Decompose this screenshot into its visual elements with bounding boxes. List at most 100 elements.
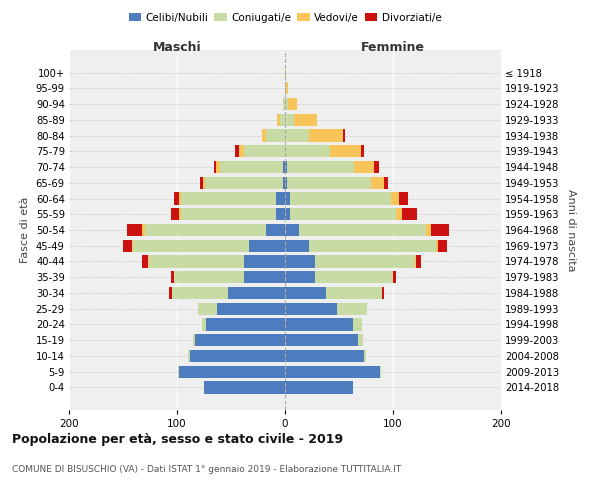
Bar (371, 176, 385, 189)
Bar (203, 176, 205, 189)
Bar (285, 114, 293, 126)
Bar (244, 145, 285, 158)
Bar (382, 287, 385, 299)
Bar (385, 176, 388, 189)
Bar (285, 302, 337, 315)
Bar (145, 224, 266, 236)
Bar (354, 161, 374, 173)
Bar (197, 302, 217, 315)
Bar (285, 350, 364, 362)
Bar (214, 161, 216, 173)
Bar (285, 66, 286, 78)
Legend: Celibi/Nubili, Coniugati/e, Vedovi/e, Divorziati/e: Celibi/Nubili, Coniugati/e, Vedovi/e, Di… (124, 8, 446, 26)
Bar (285, 130, 309, 141)
Bar (288, 98, 297, 110)
Bar (287, 176, 371, 189)
Bar (235, 145, 239, 158)
Bar (181, 192, 277, 204)
Bar (277, 114, 280, 126)
Bar (374, 161, 379, 173)
Bar (172, 287, 228, 299)
Bar (285, 271, 315, 283)
Bar (343, 130, 346, 141)
Bar (149, 256, 244, 268)
Bar (427, 224, 431, 236)
Bar (315, 256, 415, 268)
Bar (439, 240, 447, 252)
Bar (142, 224, 145, 236)
Bar (277, 208, 285, 220)
Bar (179, 192, 181, 204)
Bar (174, 192, 179, 204)
Bar (285, 161, 287, 173)
Bar (337, 302, 367, 315)
Bar (285, 145, 331, 158)
Bar (142, 256, 148, 268)
Bar (326, 287, 382, 299)
Bar (364, 350, 366, 362)
Bar (202, 318, 206, 330)
Bar (400, 192, 408, 204)
Bar (170, 208, 179, 220)
Bar (393, 271, 396, 283)
Bar (179, 208, 181, 220)
Bar (415, 256, 416, 268)
Bar (416, 256, 421, 268)
Bar (353, 318, 362, 330)
Bar (309, 130, 343, 141)
Bar (133, 240, 250, 252)
Bar (285, 240, 309, 252)
Bar (285, 382, 353, 394)
Bar (127, 224, 142, 236)
Bar (277, 192, 285, 204)
Bar (280, 114, 285, 126)
Bar (206, 318, 285, 330)
Bar (285, 192, 290, 204)
Bar (286, 82, 288, 94)
Bar (244, 271, 285, 283)
Bar (285, 366, 380, 378)
Bar (299, 224, 427, 236)
Bar (436, 240, 439, 252)
Bar (266, 224, 285, 236)
Bar (193, 334, 196, 346)
Bar (361, 145, 364, 158)
Bar (262, 130, 266, 141)
Bar (285, 318, 353, 330)
Bar (331, 145, 361, 158)
Bar (285, 176, 287, 189)
Bar (283, 98, 285, 110)
Bar (217, 302, 285, 315)
Bar (131, 240, 133, 252)
Bar (309, 240, 436, 252)
Bar (148, 256, 149, 268)
Bar (287, 161, 354, 173)
Bar (188, 350, 190, 362)
Bar (220, 161, 283, 173)
Bar (285, 334, 358, 346)
Bar (216, 161, 220, 173)
Bar (431, 224, 449, 236)
Bar (123, 240, 131, 252)
Bar (285, 98, 288, 110)
Text: Maschi: Maschi (152, 42, 202, 54)
Bar (285, 82, 286, 94)
Bar (290, 192, 391, 204)
Bar (205, 176, 283, 189)
Bar (391, 192, 400, 204)
Bar (396, 208, 401, 220)
Bar (315, 271, 393, 283)
Bar (283, 161, 285, 173)
Bar (293, 114, 317, 126)
Bar (228, 287, 285, 299)
Bar (250, 240, 285, 252)
Text: Popolazione per età, sesso e stato civile - 2019: Popolazione per età, sesso e stato civil… (12, 432, 343, 446)
Bar (179, 366, 285, 378)
Y-axis label: Anni di nascita: Anni di nascita (566, 188, 577, 271)
Y-axis label: Fasce di età: Fasce di età (20, 197, 30, 263)
Bar (285, 224, 299, 236)
Bar (178, 366, 179, 378)
Bar (285, 287, 326, 299)
Bar (401, 208, 417, 220)
Bar (190, 350, 285, 362)
